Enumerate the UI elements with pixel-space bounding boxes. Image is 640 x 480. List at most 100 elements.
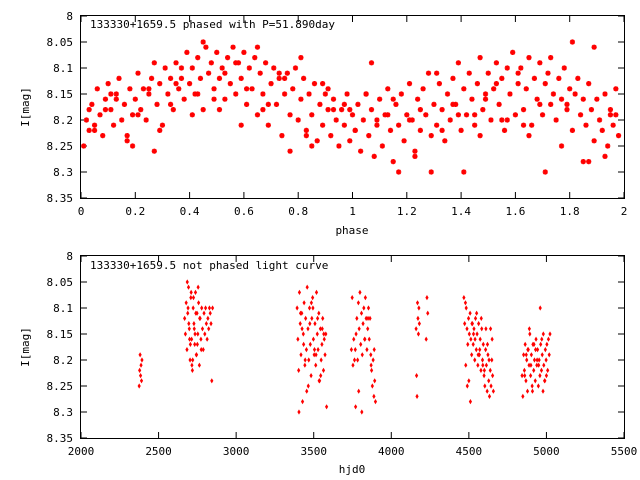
unphased-data-point bbox=[194, 352, 199, 358]
phased-x-tick-label: 0.4 bbox=[180, 205, 200, 218]
unphased-data-point bbox=[137, 383, 141, 389]
unphased-data-point bbox=[471, 331, 476, 337]
unphased-data-point bbox=[306, 383, 310, 389]
phased-y-tick-label: 8.05 bbox=[47, 36, 74, 49]
unphased-data-point bbox=[138, 367, 142, 373]
unphased-data-point bbox=[183, 331, 188, 337]
unphased-data-point bbox=[542, 362, 546, 368]
unphased-data-point bbox=[321, 367, 326, 373]
phased-data-point bbox=[246, 65, 252, 71]
phased-data-point bbox=[284, 70, 290, 76]
phased-data-point bbox=[404, 112, 410, 118]
unphased-data-point bbox=[532, 367, 536, 373]
unphased-data-point bbox=[199, 336, 203, 342]
unphased-data-point bbox=[188, 341, 192, 347]
unphased-data-point bbox=[484, 362, 488, 368]
phased-data-point bbox=[192, 91, 198, 97]
phased-data-point bbox=[97, 112, 103, 118]
unphased-data-point bbox=[415, 300, 420, 306]
unphased-data-point bbox=[139, 378, 144, 384]
phased-data-point bbox=[105, 81, 111, 87]
unphased-data-point bbox=[324, 331, 328, 337]
unphased-data-point bbox=[191, 295, 196, 301]
phased-data-point bbox=[151, 148, 157, 154]
unphased-data-point bbox=[490, 357, 494, 363]
phased-data-point bbox=[374, 117, 380, 123]
phased-data-point bbox=[425, 70, 432, 76]
unphased-data-point bbox=[297, 367, 301, 373]
unphased-data-point bbox=[368, 315, 372, 321]
phased-data-point bbox=[385, 86, 391, 92]
phased-data-point bbox=[140, 86, 147, 92]
unphased-data-point bbox=[189, 289, 193, 295]
phased-data-point bbox=[393, 101, 399, 107]
unphased-data-point bbox=[302, 300, 306, 306]
phased-data-point bbox=[129, 143, 136, 149]
phased-data-point bbox=[309, 112, 315, 118]
unphased-y-tick-label: 8.2 bbox=[53, 354, 73, 367]
phased-data-point bbox=[569, 127, 576, 133]
phased-data-point bbox=[548, 55, 554, 61]
phased-data-point bbox=[558, 96, 565, 102]
phased-y-tick-label: 8.1 bbox=[53, 62, 73, 75]
unphased-data-point bbox=[313, 321, 317, 327]
phased-data-point bbox=[396, 122, 402, 128]
unphased-data-point bbox=[538, 373, 542, 379]
unphased-data-point bbox=[203, 305, 208, 311]
phased-data-point bbox=[127, 86, 133, 92]
unphased-data-point bbox=[465, 383, 469, 389]
phased-data-point bbox=[363, 91, 369, 97]
phased-x-tick-label: 0.2 bbox=[125, 205, 145, 218]
unphased-data-point bbox=[193, 331, 197, 337]
unphased-data-point bbox=[414, 373, 419, 379]
unphased-data-point bbox=[475, 310, 479, 316]
phased-data-point bbox=[200, 107, 206, 113]
phased-data-point bbox=[322, 91, 328, 97]
unphased-y-tick-label: 8.35 bbox=[47, 432, 74, 445]
unphased-y-tick-label: 8.15 bbox=[47, 328, 74, 341]
unphased-data-point bbox=[311, 295, 315, 301]
unphased-data-point bbox=[185, 347, 189, 353]
phased-data-point bbox=[499, 75, 505, 81]
unphased-data-point bbox=[487, 378, 491, 384]
unphased-data-point bbox=[369, 352, 373, 358]
unphased-data-point bbox=[545, 341, 549, 347]
phased-x-tick-label: 2 bbox=[621, 205, 628, 218]
phased-data-point bbox=[249, 86, 255, 92]
phased-data-point bbox=[244, 101, 250, 107]
phased-data-point bbox=[230, 44, 236, 50]
unphased-data-point bbox=[295, 305, 299, 311]
unphased-data-point bbox=[482, 373, 486, 379]
unphased-data-point bbox=[539, 341, 543, 347]
unphased-data-point bbox=[544, 357, 548, 363]
unphased-data-point bbox=[350, 295, 354, 301]
unphased-data-point bbox=[196, 300, 201, 306]
phased-plot-frame bbox=[80, 15, 625, 199]
phased-data-point bbox=[417, 127, 423, 133]
unphased-data-point bbox=[524, 352, 528, 358]
phased-data-point bbox=[507, 91, 513, 97]
unphased-data-point bbox=[522, 367, 526, 373]
unphased-data-point bbox=[317, 310, 321, 316]
phased-data-point bbox=[151, 60, 157, 66]
unphased-y-tick-label: 8.05 bbox=[47, 276, 74, 289]
unphased-data-point bbox=[190, 367, 194, 373]
unphased-data-point bbox=[190, 336, 194, 342]
phased-data-point bbox=[526, 133, 532, 139]
phased-data-point bbox=[292, 65, 299, 71]
phased-data-point bbox=[113, 91, 119, 97]
phased-x-tick-label: 1 bbox=[349, 205, 356, 218]
phased-data-point bbox=[431, 101, 437, 107]
unphased-data-point bbox=[324, 404, 329, 410]
unphased-data-point bbox=[309, 373, 313, 379]
phased-data-point bbox=[374, 122, 380, 128]
phased-data-point bbox=[184, 49, 190, 55]
phased-data-point bbox=[450, 75, 456, 81]
phased-data-point bbox=[352, 127, 358, 133]
unphased-data-point bbox=[314, 362, 318, 368]
phased-data-point bbox=[241, 49, 247, 55]
unphased-data-point bbox=[473, 357, 477, 363]
unphased-data-point bbox=[372, 347, 376, 353]
